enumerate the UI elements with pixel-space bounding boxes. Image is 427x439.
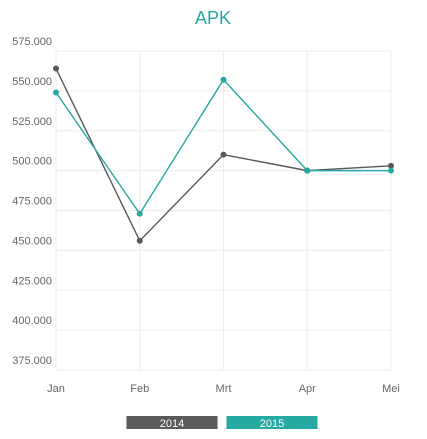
y-tick-label: 500.000 — [12, 156, 52, 168]
series-lines — [53, 65, 394, 244]
y-tick-label: 475.000 — [12, 196, 52, 208]
data-point[interactable] — [136, 237, 143, 244]
y-tick-label: 450.000 — [12, 235, 52, 247]
y-tick-label: 400.000 — [12, 315, 52, 327]
data-point[interactable] — [220, 151, 227, 158]
legend-swatch[interactable] — [126, 416, 218, 429]
x-tick-label: Jan — [47, 383, 65, 395]
data-point[interactable] — [136, 210, 143, 217]
x-axis-ticks: Jan Feb Mrt Apr Mei — [47, 383, 400, 395]
legend-label: 2015 — [260, 418, 284, 430]
data-point[interactable] — [304, 167, 311, 174]
y-tick-label: 575.000 — [12, 36, 52, 48]
data-point[interactable] — [220, 76, 227, 83]
data-point[interactable] — [388, 162, 394, 169]
y-tick-label: 525.000 — [12, 116, 52, 128]
y-tick-label: 425.000 — [12, 275, 52, 287]
x-tick-label: Mrt — [216, 383, 232, 395]
legend[interactable]: 2014 2015 — [126, 416, 318, 430]
x-tick-label: Apr — [299, 383, 316, 395]
y-axis-ticks: 375.000 400.000 425.000 450.000 475.000 500.0… — [12, 36, 52, 367]
data-point[interactable] — [53, 89, 59, 96]
y-tick-label: 375.000 — [12, 355, 52, 367]
x-tick-label: Mei — [382, 383, 400, 395]
legend-item-2014[interactable]: 2014 — [126, 416, 218, 430]
legend-swatch[interactable] — [226, 416, 318, 429]
data-point[interactable] — [388, 167, 394, 174]
series-2015 — [53, 76, 394, 217]
x-tick-label: Feb — [130, 383, 149, 395]
data-point[interactable] — [53, 65, 59, 72]
legend-item-2015[interactable]: 2015 — [226, 416, 318, 430]
legend-label: 2014 — [160, 418, 184, 430]
y-tick-label: 550.000 — [12, 76, 52, 88]
grid-lines — [55, 50, 392, 371]
chart-title: APK — [195, 8, 231, 28]
